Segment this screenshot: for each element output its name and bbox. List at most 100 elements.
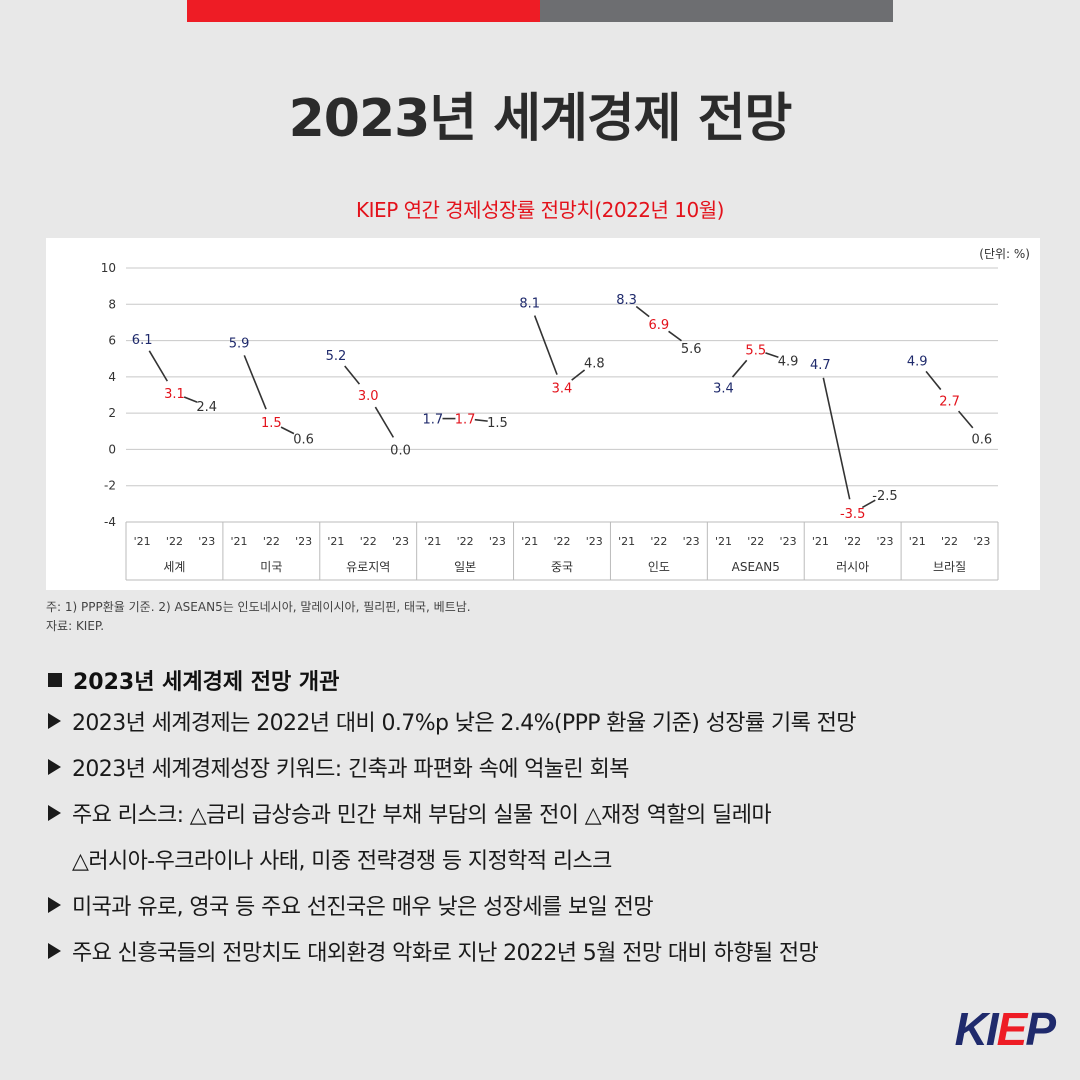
x-tick-label: '23	[489, 535, 506, 548]
data-label: 3.4	[552, 382, 573, 397]
data-label: 5.6	[681, 342, 702, 357]
data-label: 3.0	[358, 389, 379, 404]
series-line-segment	[957, 410, 974, 429]
x-tick-label: '22	[166, 535, 183, 548]
x-tick-label: '23	[876, 535, 893, 548]
data-label: 2.7	[939, 394, 960, 409]
note-line-2: 자료: KIEP.	[46, 619, 105, 633]
x-tick-label: '21	[327, 535, 344, 548]
x-tick-label: '23	[780, 535, 797, 548]
data-label: 6.1	[132, 333, 153, 348]
triangle-bullet-icon	[48, 759, 61, 775]
data-label: 1.7	[422, 413, 443, 428]
x-tick-label: '23	[586, 535, 603, 548]
summary-heading: 2023년 세계경제 전망 개관	[48, 662, 1048, 698]
group-label: 세계	[163, 560, 185, 574]
series-line-segment	[571, 369, 586, 381]
y-tick-label: 8	[108, 297, 116, 311]
data-label: 3.4	[713, 382, 734, 397]
bullet-text: 주요 리스크: △금리 급상승과 민간 부채 부담의 실물 전이 △재정 역할의…	[72, 803, 772, 828]
note-line-1: 주: 1) PPP환율 기준. 2) ASEAN5는 인도네시아, 말레이시아,…	[46, 600, 471, 614]
series-line-segment	[474, 418, 488, 422]
series-line-segment	[822, 377, 851, 500]
y-tick-label: -4	[104, 515, 116, 529]
x-tick-label: '21	[909, 535, 926, 548]
bullet-text: △러시아-우크라이나 사태, 미중 전략경쟁 등 지정학적 리스크	[72, 849, 612, 874]
series-line-segment	[861, 499, 876, 509]
data-label: 1.7	[455, 413, 476, 428]
summary-bullet: 2023년 세계경제는 2022년 대비 0.7%p 낮은 2.4%(PPP 환…	[48, 698, 1048, 744]
x-tick-label: '23	[683, 535, 700, 548]
triangle-bullet-icon	[48, 805, 61, 821]
top-color-bar	[187, 0, 893, 22]
data-label: 8.1	[519, 296, 540, 311]
page-title: 2023년 세계경제 전망	[288, 89, 793, 149]
group-label: 브라질	[933, 560, 966, 574]
series-line-segment	[344, 365, 361, 385]
x-tick-label: '22	[747, 535, 764, 548]
x-tick-label: '21	[231, 535, 248, 548]
triangle-bullet-icon	[48, 713, 61, 729]
data-label: 5.5	[745, 344, 766, 359]
data-label: 4.9	[907, 355, 928, 370]
chart-panel: (단위: %) 10 8 6 4 2 0 -2 -4 '21 '22 '23 세계 6.1 3.1 2.4 '2…	[46, 238, 1040, 590]
data-label: 3.1	[164, 387, 185, 402]
y-tick-label: 4	[108, 370, 116, 384]
data-label: 4.8	[584, 356, 605, 371]
series-line-segment	[668, 330, 682, 342]
triangle-bullet-icon	[48, 943, 61, 959]
data-label: 5.2	[326, 349, 347, 364]
bullet-text: 주요 신흥국들의 전망치도 대외환경 악화로 지난 2022년 5월 전망 대비…	[72, 941, 819, 966]
data-label: -2.5	[872, 489, 897, 504]
data-label: 1.5	[261, 416, 282, 431]
data-label: 6.9	[649, 318, 670, 333]
x-tick-label: '23	[198, 535, 215, 548]
data-label: 4.7	[810, 358, 831, 373]
summary-bullet: 2023년 세계경제성장 키워드: 긴축과 파편화 속에 억눌린 회복	[48, 744, 1048, 790]
x-tick-label: '22	[844, 535, 861, 548]
y-tick-label: 6	[108, 334, 116, 348]
kiep-logo: KIEP	[954, 1003, 1056, 1055]
summary-bullet: 주요 리스크: △금리 급상승과 민간 부채 부담의 실물 전이 △재정 역할의…	[48, 790, 1048, 836]
group-label: 러시아	[836, 560, 869, 574]
data-label: 1.5	[487, 416, 508, 431]
group-label: 미국	[260, 560, 282, 574]
series-line-segment	[635, 305, 650, 318]
series-line-segment	[765, 352, 779, 359]
group-label: 인도	[648, 560, 670, 574]
x-tick-label: '21	[521, 535, 538, 548]
x-tick-label: '21	[812, 535, 829, 548]
group-label: 유로지역	[346, 560, 390, 574]
x-tick-label: '22	[263, 535, 280, 548]
data-label: 5.9	[229, 336, 250, 351]
data-label: 0.6	[293, 433, 314, 448]
chart-subtitle: KIEP 연간 경제성장률 전망치(2022년 10월)	[356, 198, 724, 222]
square-bullet-icon	[48, 673, 62, 687]
summary-section: 2023년 세계경제 전망 개관 2023년 세계경제는 2022년 대비 0.…	[48, 662, 1048, 974]
bullet-text: 2023년 세계경제성장 키워드: 긴축과 파편화 속에 억눌린 회복	[72, 757, 629, 782]
data-label: 0.0	[390, 443, 411, 458]
series-line-segment	[183, 396, 198, 403]
group-label: ASEAN5	[732, 560, 780, 574]
unit-label: (단위: %)	[979, 247, 1030, 261]
x-tick-label: '21	[424, 535, 441, 548]
summary-heading-text: 2023년 세계경제 전망 개관	[73, 670, 340, 695]
chart-notes: 주: 1) PPP환율 기준. 2) ASEAN5는 인도네시아, 말레이시아,…	[46, 598, 471, 636]
growth-line-chart: (단위: %) 10 8 6 4 2 0 -2 -4 '21 '22 '23 세계 6.1 3.1 2.4 '2…	[101, 247, 1030, 581]
group-label: 중국	[551, 560, 573, 574]
series-line-segment	[280, 426, 295, 435]
x-tick-label: '22	[360, 535, 377, 548]
data-label: 2.4	[196, 400, 217, 415]
x-tick-label: '23	[973, 535, 990, 548]
group-label: 일본	[454, 560, 476, 574]
bullet-text: 2023년 세계경제는 2022년 대비 0.7%p 낮은 2.4%(PPP 환…	[72, 711, 857, 736]
data-label: 0.6	[972, 433, 993, 448]
y-tick-label: -2	[104, 479, 116, 493]
x-tick-label: '21	[715, 535, 732, 548]
x-tick-label: '22	[650, 535, 667, 548]
x-tick-label: '22	[553, 535, 570, 548]
data-label: 4.9	[778, 355, 799, 370]
top-bar-gray	[540, 0, 893, 22]
data-label: 8.3	[616, 293, 637, 308]
series-line-segment	[925, 370, 942, 391]
